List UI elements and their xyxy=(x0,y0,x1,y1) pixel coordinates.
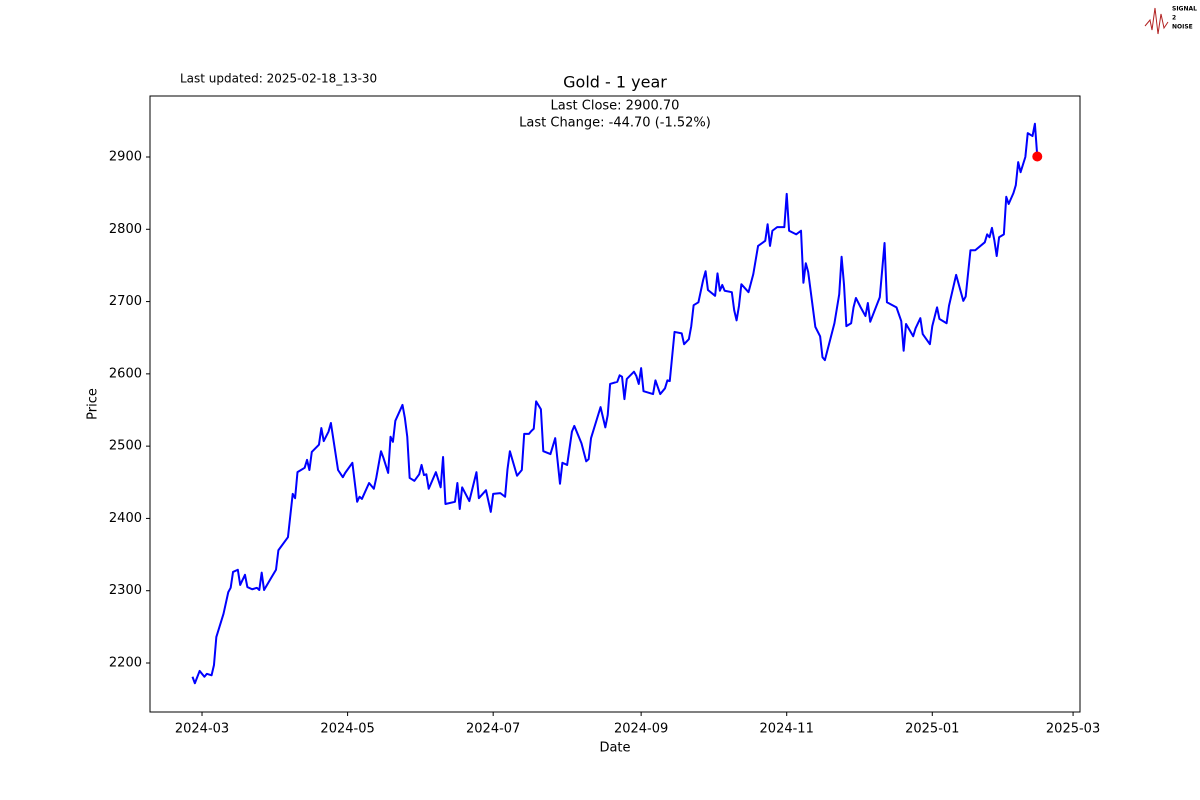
x-tick-label: 2024-05 xyxy=(320,722,374,737)
logo: SIGNAL 2 NOISE xyxy=(1144,6,1197,35)
x-axis-label: Date xyxy=(599,741,630,756)
plot-frame xyxy=(149,95,1081,713)
annotation: Last Change: -44.70 (-1.52%) xyxy=(519,116,711,131)
last-point xyxy=(1032,151,1043,162)
chart-title: Gold - 1 year xyxy=(563,73,667,92)
y-tick-label: 2900 xyxy=(109,150,142,165)
logo-text: SIGNAL xyxy=(1172,6,1197,13)
last-updated: Last updated: 2025-02-18_13-30 xyxy=(180,72,377,86)
y-tick-label: 2700 xyxy=(109,294,142,309)
logo-text: 2 xyxy=(1172,15,1176,22)
y-tick-label: 2200 xyxy=(109,655,142,670)
logo-text: NOISE xyxy=(1172,24,1193,31)
x-tick-label: 2024-09 xyxy=(614,722,668,737)
y-tick-label: 2500 xyxy=(109,439,142,454)
y-tick-label: 2400 xyxy=(109,511,142,526)
logo-wave xyxy=(1144,7,1169,35)
x-tick-label: 2024-03 xyxy=(175,722,229,737)
x-tick-label: 2024-11 xyxy=(760,722,814,737)
x-tick-label: 2025-01 xyxy=(905,722,959,737)
y-tick-label: 2800 xyxy=(109,222,142,237)
x-tick-label: 2024-07 xyxy=(466,722,520,737)
annotation: Last Close: 2900.70 xyxy=(551,99,680,114)
y-tick-label: 2300 xyxy=(109,583,142,598)
x-tick-label: 2025-03 xyxy=(1046,722,1100,737)
price-line xyxy=(191,122,1039,685)
y-tick-label: 2600 xyxy=(109,366,142,381)
y-axis-label: Price xyxy=(86,388,101,420)
